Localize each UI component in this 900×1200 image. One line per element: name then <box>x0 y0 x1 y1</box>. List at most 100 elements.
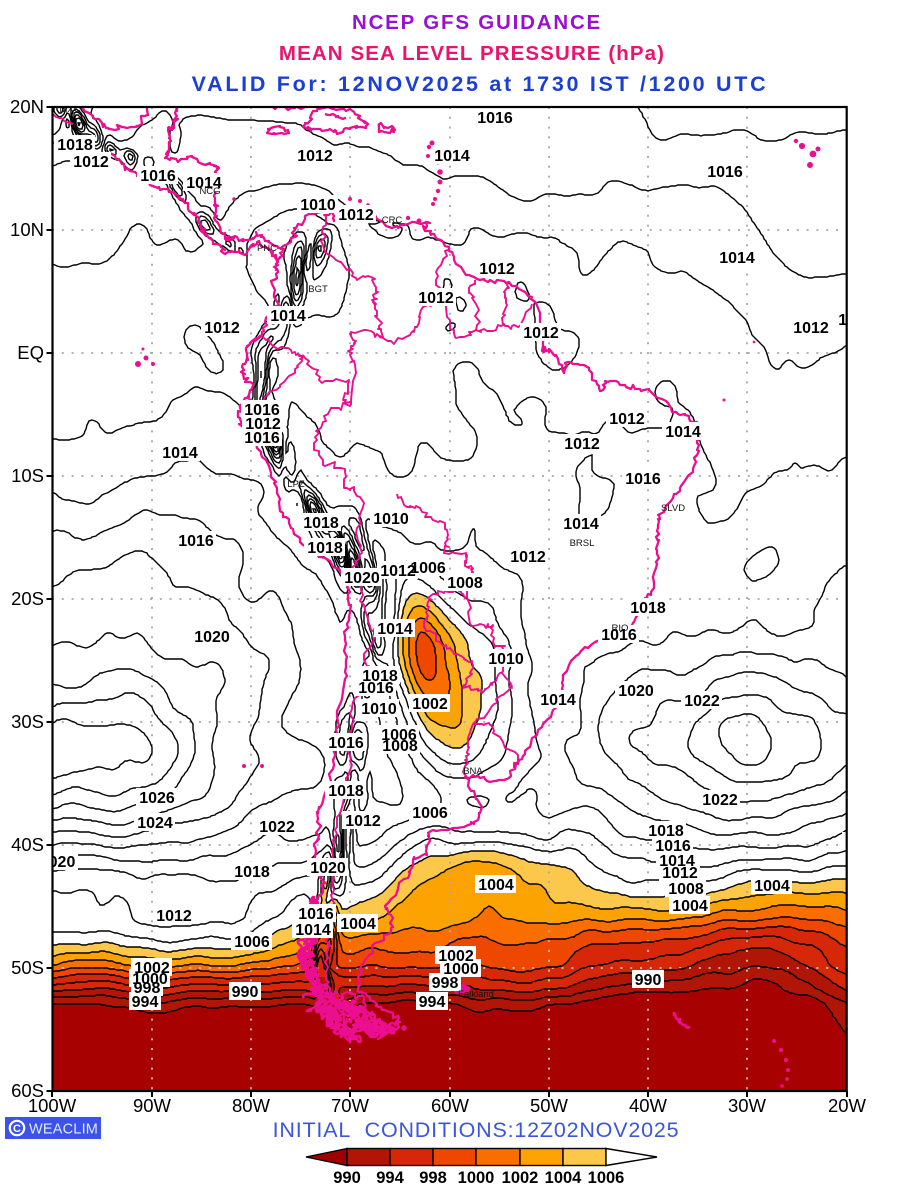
svg-text:1008: 1008 <box>668 881 704 898</box>
svg-text:1018: 1018 <box>307 540 343 557</box>
svg-text:1012: 1012 <box>156 908 192 925</box>
svg-text:1004: 1004 <box>340 916 376 933</box>
svg-text:1020: 1020 <box>618 683 654 700</box>
svg-text:WEACLIM: WEACLIM <box>29 1122 98 1138</box>
svg-text:1022: 1022 <box>684 693 720 710</box>
svg-text:1010: 1010 <box>488 651 524 668</box>
svg-text:1012: 1012 <box>523 325 559 342</box>
svg-text:1014: 1014 <box>162 445 198 462</box>
svg-text:1016: 1016 <box>244 430 280 447</box>
svg-text:990: 990 <box>635 972 662 989</box>
svg-text:1012: 1012 <box>245 416 281 433</box>
svg-text:1016: 1016 <box>477 110 513 127</box>
svg-text:1016: 1016 <box>655 838 691 855</box>
svg-text:1014: 1014 <box>270 308 306 325</box>
svg-text:994: 994 <box>419 994 446 1011</box>
svg-text:1016: 1016 <box>298 906 334 923</box>
svg-text:1012: 1012 <box>73 154 109 171</box>
svg-text:INITIAL CONDITIONS:12Z02NOV20: INITIAL CONDITIONS:12Z02NOV2025 <box>273 1118 680 1142</box>
svg-text:994: 994 <box>132 994 159 1011</box>
svg-text:1026: 1026 <box>139 790 175 807</box>
svg-text:1018: 1018 <box>234 864 270 881</box>
svg-text:1020: 1020 <box>194 629 230 646</box>
svg-text:60S: 60S <box>11 1080 44 1101</box>
svg-text:1000: 1000 <box>443 961 479 978</box>
svg-text:1012: 1012 <box>345 813 381 830</box>
svg-text:1012: 1012 <box>479 261 515 278</box>
svg-text:80W: 80W <box>232 1095 271 1116</box>
svg-text:50S: 50S <box>11 957 44 978</box>
svg-text:1014: 1014 <box>186 175 222 192</box>
svg-text:CRC: CRC <box>382 215 403 226</box>
svg-text:1014: 1014 <box>377 621 413 638</box>
svg-text:NCEP GFS GUIDANCE: NCEP GFS GUIDANCE <box>352 11 602 34</box>
svg-text:1020: 1020 <box>310 860 346 877</box>
svg-text:1006: 1006 <box>234 934 270 951</box>
svg-text:1016: 1016 <box>328 735 364 752</box>
svg-text:1018: 1018 <box>328 783 364 800</box>
svg-text:1014: 1014 <box>434 148 470 165</box>
svg-text:1002: 1002 <box>438 948 474 965</box>
svg-text:1014: 1014 <box>719 250 755 267</box>
svg-text:1010: 1010 <box>300 197 336 214</box>
svg-text:90W: 90W <box>133 1095 172 1116</box>
svg-text:50W: 50W <box>530 1095 569 1116</box>
svg-text:40W: 40W <box>629 1095 668 1116</box>
svg-text:1016: 1016 <box>140 168 176 185</box>
svg-text:1002: 1002 <box>502 1169 539 1187</box>
svg-text:990: 990 <box>232 984 259 1001</box>
svg-text:1018: 1018 <box>362 668 398 685</box>
svg-text:1012: 1012 <box>793 320 829 337</box>
svg-text:1012: 1012 <box>418 290 454 307</box>
svg-text:1018: 1018 <box>648 823 684 840</box>
svg-text:NCG: NCG <box>199 186 220 197</box>
svg-text:1008: 1008 <box>382 738 418 755</box>
svg-text:1004: 1004 <box>545 1169 583 1187</box>
svg-text:1008: 1008 <box>447 575 483 592</box>
svg-text:10S: 10S <box>11 465 44 486</box>
svg-text:1012: 1012 <box>297 148 333 165</box>
svg-text:1006: 1006 <box>588 1169 625 1187</box>
svg-text:20S: 20S <box>11 588 44 609</box>
svg-text:1010: 1010 <box>373 511 409 528</box>
svg-text:020: 020 <box>49 854 76 871</box>
svg-text:1014: 1014 <box>665 424 701 441</box>
svg-text:60W: 60W <box>431 1095 470 1116</box>
svg-text:1004: 1004 <box>754 878 790 895</box>
svg-text:1012: 1012 <box>564 436 600 453</box>
svg-text:70W: 70W <box>331 1095 370 1116</box>
svg-text:VALID For: 12NOV2025 at 1730 I: VALID For: 12NOV2025 at 1730 IST /1200 U… <box>192 72 769 96</box>
svg-text:30S: 30S <box>11 711 44 732</box>
svg-text:1012: 1012 <box>338 207 374 224</box>
svg-text:40S: 40S <box>11 834 44 855</box>
svg-text:1018: 1018 <box>630 600 666 617</box>
svg-text:994: 994 <box>376 1169 404 1187</box>
svg-text:1012: 1012 <box>204 320 240 337</box>
svg-text:1010: 1010 <box>361 701 397 718</box>
svg-text:SLVD: SLVD <box>661 503 685 514</box>
svg-text:990: 990 <box>333 1169 361 1187</box>
svg-text:1024: 1024 <box>137 815 173 832</box>
svg-text:1016: 1016 <box>601 627 637 644</box>
svg-text:1006: 1006 <box>412 805 448 822</box>
svg-text:1000: 1000 <box>458 1169 495 1187</box>
svg-text:100W: 100W <box>28 1095 77 1116</box>
svg-text:1000: 1000 <box>132 971 168 988</box>
svg-text:LPZ: LPZ <box>287 479 305 490</box>
svg-text:1018: 1018 <box>57 137 93 154</box>
svg-text:1012: 1012 <box>380 563 416 580</box>
svg-text:998: 998 <box>134 980 161 997</box>
svg-text:EQ: EQ <box>17 342 44 363</box>
svg-text:1004: 1004 <box>478 877 514 894</box>
svg-text:1012: 1012 <box>609 411 645 428</box>
svg-text:1014: 1014 <box>295 922 331 939</box>
svg-text:1016: 1016 <box>707 164 743 181</box>
svg-text:1006: 1006 <box>381 727 417 744</box>
svg-text:MXC: MXC <box>59 104 80 115</box>
svg-text:20N: 20N <box>10 96 44 117</box>
svg-text:20W: 20W <box>828 1095 867 1116</box>
svg-text:1012: 1012 <box>662 865 698 882</box>
svg-text:1012: 1012 <box>838 312 874 329</box>
svg-text:30W: 30W <box>728 1095 767 1116</box>
svg-text:C: C <box>13 1123 21 1135</box>
